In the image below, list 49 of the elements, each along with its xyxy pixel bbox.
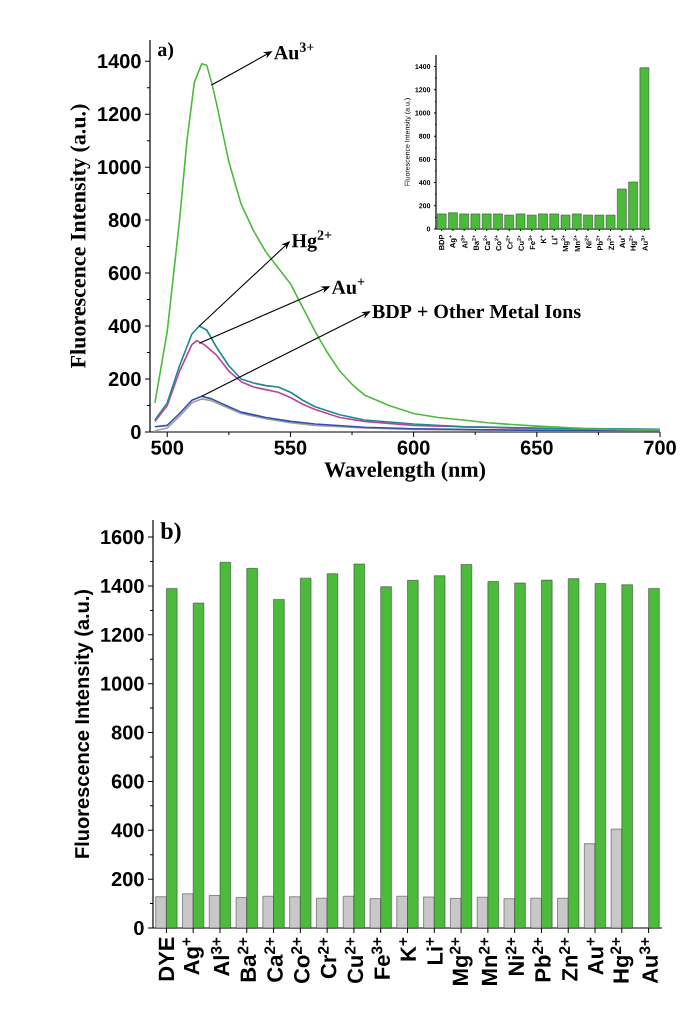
y-tick-label: 600 [111,774,144,789]
y-tick-label: 1200 [101,627,144,642]
y-axis-title: Fluorescence Intensity (a.u.) [74,589,94,858]
x-axis-title: Wavelength (nm) [324,461,485,482]
y-tick-label: 1200 [98,107,141,122]
x-tick-label: Al$^{3+}$ [210,937,230,977]
y-tick-label: 0 [131,424,141,440]
y-tick-label: 400 [111,823,144,838]
x-tick-label: Au$^{+}$ [586,937,604,975]
y-tick-label: 1400 [98,54,141,69]
x-tick-label: Ni$^{2+}$ [505,937,524,976]
y-tick-label: 1000 [98,160,141,175]
x-tick-label: Hg$^{2+}$ [610,937,634,983]
x-tick-label: 650 [520,440,553,455]
x-tick-label: Ag$^{+}$ [182,937,204,975]
x-tick-label: 500 [151,440,184,455]
y-tick-label: 400 [108,318,141,334]
y-tick-label: 800 [108,213,141,228]
y-tick-label: 800 [111,725,144,740]
x-tick-label: 550 [274,440,307,455]
y-tick-label: 600 [108,266,141,281]
annotation: BDP + Other Metal Ions [372,304,581,319]
annotation: Au$^{3+}$ [273,42,314,60]
annotation: a) [157,42,174,61]
annotation: b) [160,522,181,544]
x-tick-label: Au$^{3+}$ [639,937,658,984]
x-tick-label: Cu$^{2+}$ [344,937,364,984]
x-tick-label: K$^{+}$ [399,937,416,961]
x-tick-label: Co$^{2+}$ [291,937,310,984]
x-tick-label: Zn$^{2+}$ [559,937,578,981]
x-tick-label: Ca$^{2+}$ [264,937,283,982]
x-tick-label: Fe$^{3+}$ [371,937,390,979]
y-tick-label: 1600 [101,530,144,545]
y-tick-label: 1000 [101,676,144,691]
x-tick-label: DYE [158,937,174,981]
y-tick-label: 200 [108,371,141,387]
annotation: Au$^{+}$ [331,278,365,295]
y-tick-label: 1400 [101,578,144,594]
x-tick-label: Pb$^{2+}$ [532,937,551,982]
y-tick-label: 200 [111,872,144,887]
bar [648,588,660,929]
x-tick-label: Cr$^{2+}$ [317,937,337,979]
y-tick-label: 0 [134,920,144,936]
x-tick-label: Mg$^{2+}$ [449,937,473,985]
x-tick-label: Mn$^{2+}$ [478,937,498,985]
x-tick-label: Li$^{+}$ [426,937,443,965]
x-tick-label: 700 [644,440,676,455]
x-tick-label: Ba$^{2+}$ [237,937,257,982]
y-axis-title: Fluorescence Intensity (a.u.) [70,104,91,369]
